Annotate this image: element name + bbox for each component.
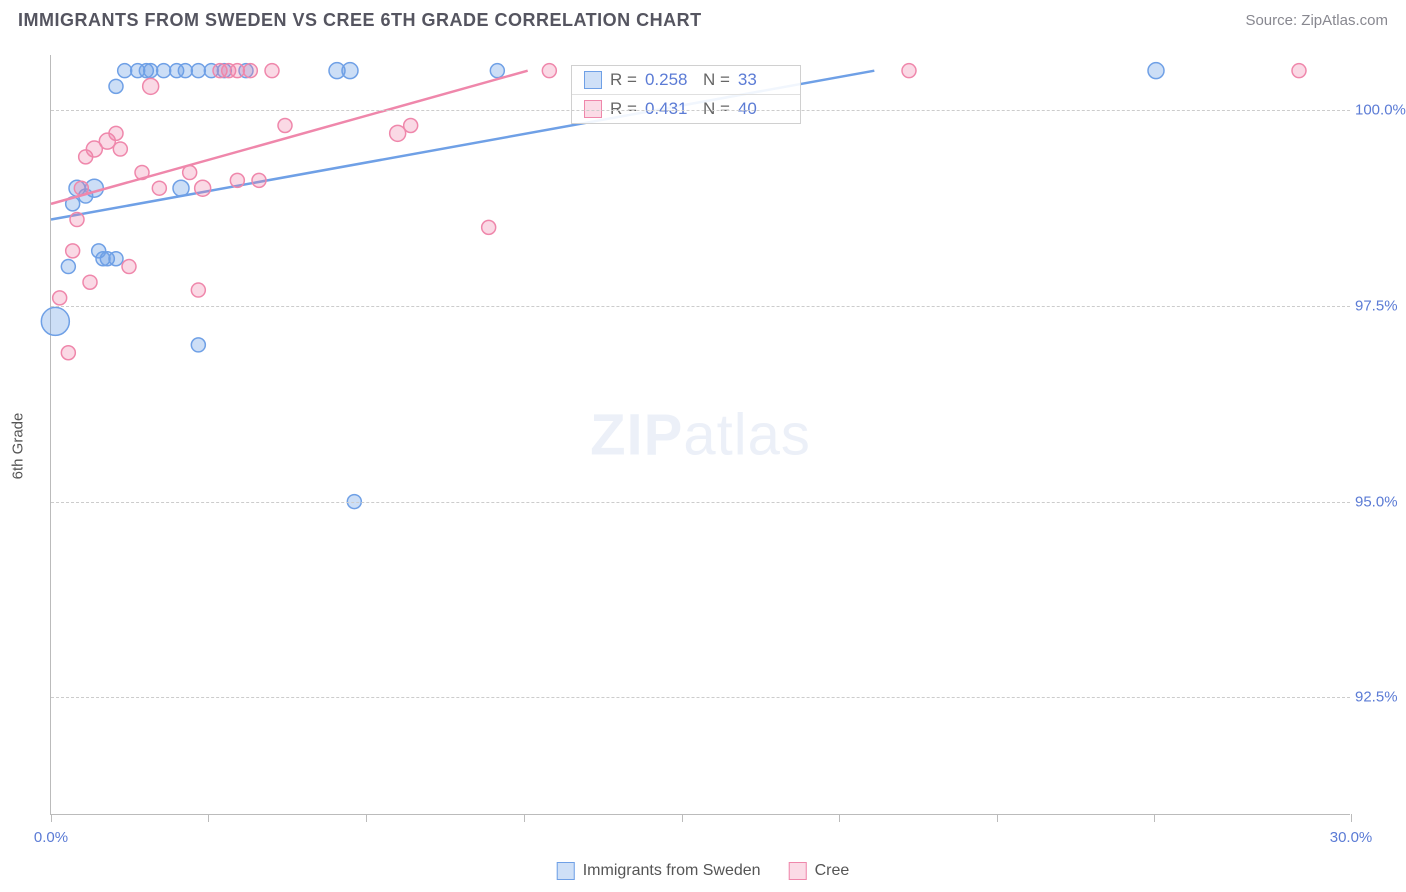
r-label-a: R = bbox=[610, 70, 637, 90]
x-tick-label: 30.0% bbox=[1330, 829, 1373, 846]
data-point bbox=[109, 126, 123, 140]
bottom-label-b: Cree bbox=[815, 862, 850, 880]
data-point bbox=[342, 63, 358, 79]
data-point bbox=[41, 307, 69, 335]
bottom-legend: Immigrants from Sweden Cree bbox=[557, 862, 850, 880]
data-point bbox=[195, 180, 211, 196]
data-point bbox=[152, 181, 166, 195]
data-point bbox=[53, 291, 67, 305]
x-tick bbox=[51, 814, 52, 822]
data-point bbox=[143, 78, 159, 94]
n-value-a: 33 bbox=[738, 70, 788, 90]
y-tick-label: 95.0% bbox=[1355, 493, 1406, 510]
gridline-h bbox=[51, 697, 1350, 698]
y-axis-label: 6th Grade bbox=[10, 413, 27, 480]
data-point bbox=[83, 275, 97, 289]
data-point bbox=[252, 173, 266, 187]
data-point bbox=[178, 64, 192, 78]
x-tick bbox=[839, 814, 840, 822]
bottom-legend-item-b: Cree bbox=[789, 862, 850, 880]
data-point bbox=[230, 64, 244, 78]
gridline-h bbox=[51, 502, 1350, 503]
legend-swatch-a bbox=[584, 71, 602, 89]
data-point bbox=[157, 64, 171, 78]
data-point bbox=[482, 220, 496, 234]
data-point bbox=[191, 338, 205, 352]
data-point bbox=[109, 252, 123, 266]
x-tick bbox=[997, 814, 998, 822]
data-point bbox=[404, 119, 418, 133]
data-point bbox=[66, 244, 80, 258]
scatter-svg bbox=[51, 55, 1350, 814]
data-point bbox=[113, 142, 127, 156]
data-point bbox=[490, 64, 504, 78]
bottom-swatch-b bbox=[789, 862, 807, 880]
stats-legend-row-a: R = 0.258 N = 33 bbox=[572, 66, 800, 95]
gridline-h bbox=[51, 110, 1350, 111]
data-point bbox=[109, 79, 123, 93]
data-point bbox=[61, 260, 75, 274]
bottom-swatch-a bbox=[557, 862, 575, 880]
stats-legend-box: R = 0.258 N = 33 R = 0.431 N = 40 bbox=[571, 65, 801, 124]
y-tick-label: 100.0% bbox=[1355, 101, 1406, 118]
x-tick bbox=[208, 814, 209, 822]
x-tick bbox=[1154, 814, 1155, 822]
bottom-legend-item-a: Immigrants from Sweden bbox=[557, 862, 761, 880]
chart-title: IMMIGRANTS FROM SWEDEN VS CREE 6TH GRADE… bbox=[18, 10, 702, 31]
y-tick-label: 92.5% bbox=[1355, 689, 1406, 706]
data-point bbox=[118, 64, 132, 78]
data-point bbox=[1292, 64, 1306, 78]
r-value-a: 0.258 bbox=[645, 70, 695, 90]
x-tick-label: 0.0% bbox=[34, 829, 68, 846]
n-label-a: N = bbox=[703, 70, 730, 90]
data-point bbox=[122, 260, 136, 274]
x-tick bbox=[682, 814, 683, 822]
data-point bbox=[542, 64, 556, 78]
chart-plot-area: ZIPatlas R = 0.258 N = 33 R = 0.431 N = … bbox=[50, 55, 1350, 815]
y-tick-label: 97.5% bbox=[1355, 297, 1406, 314]
data-point bbox=[902, 64, 916, 78]
x-tick bbox=[1351, 814, 1352, 822]
data-point bbox=[278, 119, 292, 133]
data-point bbox=[61, 346, 75, 360]
source-label: Source: ZipAtlas.com bbox=[1245, 12, 1388, 29]
data-point bbox=[1148, 63, 1164, 79]
data-point bbox=[230, 173, 244, 187]
x-tick bbox=[366, 814, 367, 822]
bottom-label-a: Immigrants from Sweden bbox=[583, 862, 761, 880]
data-point bbox=[265, 64, 279, 78]
data-point bbox=[191, 283, 205, 297]
x-tick bbox=[524, 814, 525, 822]
gridline-h bbox=[51, 306, 1350, 307]
data-point bbox=[92, 244, 106, 258]
data-point bbox=[191, 64, 205, 78]
data-point bbox=[243, 64, 257, 78]
data-point bbox=[70, 213, 84, 227]
data-point bbox=[144, 64, 158, 78]
